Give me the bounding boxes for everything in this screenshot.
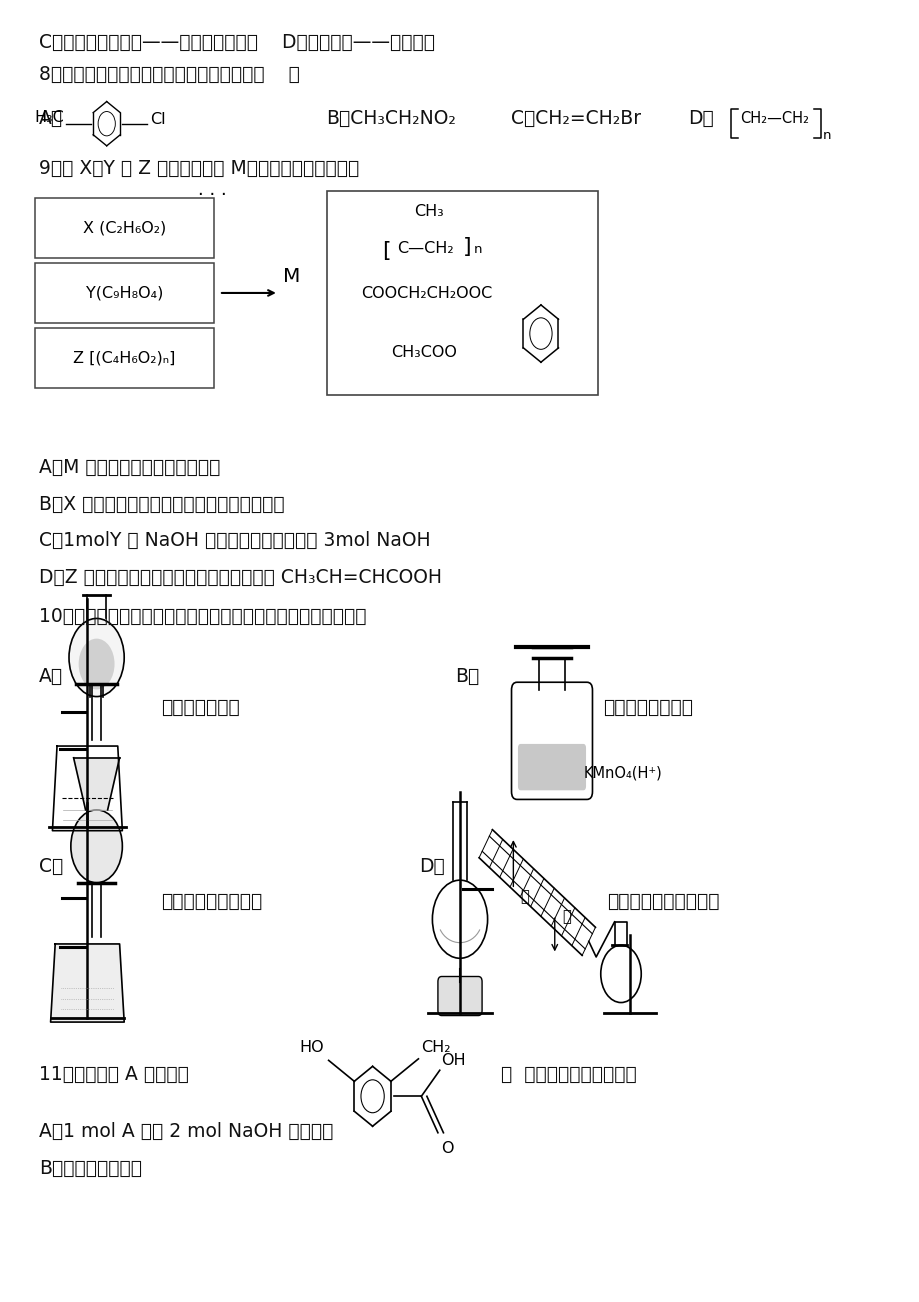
Text: D．Z 由加聚反应制得，其单体的结构简式是 CH₃CH=CHCOOH: D．Z 由加聚反应制得，其单体的结构简式是 CH₃CH=CHCOOH <box>39 568 441 587</box>
Text: Cl: Cl <box>151 112 166 126</box>
Text: D．: D． <box>687 109 713 129</box>
Circle shape <box>71 810 122 883</box>
Text: A．: A． <box>39 109 62 129</box>
Text: C．CH₂=CH₂Br: C．CH₂=CH₂Br <box>510 109 640 129</box>
Circle shape <box>600 945 641 1003</box>
Bar <box>35 328 214 388</box>
Polygon shape <box>74 758 119 810</box>
Text: H₃C: H₃C <box>35 109 64 125</box>
Text: CH₃: CH₃ <box>414 204 443 220</box>
Text: D．: D． <box>419 857 445 876</box>
Text: HO: HO <box>299 1040 323 1055</box>
Text: 分离乙醇和乙酸: 分离乙醇和乙酸 <box>161 698 240 717</box>
Text: C．: C． <box>39 857 62 876</box>
Text: M: M <box>283 267 301 286</box>
Text: Z [(C₄H₆O₂)ₙ]: Z [(C₄H₆O₂)ₙ] <box>74 350 176 366</box>
Text: COOCH₂CH₂OOC: COOCH₂CH₂OOC <box>361 286 493 302</box>
Text: Y(C₉H₈O₄): Y(C₉H₈O₄) <box>85 285 164 301</box>
Text: KMnO₄(H⁺): KMnO₄(H⁺) <box>583 766 662 781</box>
Text: [: [ <box>381 241 390 260</box>
Text: · · ·: · · · <box>198 186 226 204</box>
Bar <box>35 198 214 258</box>
Polygon shape <box>51 944 124 1022</box>
Text: ]: ] <box>462 237 471 256</box>
Text: 除去工业酒精中的甲醇: 除去工业酒精中的甲醇 <box>607 892 719 911</box>
Text: 水: 水 <box>520 889 529 905</box>
Circle shape <box>78 638 114 690</box>
Text: 水: 水 <box>562 909 571 924</box>
Circle shape <box>432 880 487 958</box>
Text: 除去溴苯中的溴单质: 除去溴苯中的溴单质 <box>161 892 262 911</box>
Bar <box>35 263 214 323</box>
Text: B．CH₃CH₂NO₂: B．CH₃CH₂NO₂ <box>326 109 456 129</box>
Text: 8、下列有机物中，不属于烃的衍生物的是（    ）: 8、下列有机物中，不属于烃的衍生物的是（ ） <box>39 65 300 85</box>
Text: 11、某有机物 A 的结构为: 11、某有机物 A 的结构为 <box>39 1065 188 1085</box>
FancyBboxPatch shape <box>517 743 585 790</box>
Bar <box>326 191 597 395</box>
Text: B．能发生加聚反应: B．能发生加聚反应 <box>39 1159 142 1178</box>
Text: O: O <box>440 1141 453 1156</box>
Text: CH₃COO: CH₃COO <box>391 345 457 361</box>
Text: C．宇航员的航天服——有机高分子材料    D．光导纤维——复合材料: C．宇航员的航天服——有机高分子材料 D．光导纤维——复合材料 <box>39 33 434 52</box>
Text: CH₂: CH₂ <box>421 1040 450 1055</box>
Text: B．X 可以由乙烯通过加成反应和取代反应制各: B．X 可以由乙烯通过加成反应和取代反应制各 <box>39 495 284 514</box>
Text: X (C₂H₆O₂): X (C₂H₆O₂) <box>83 220 166 236</box>
Text: 10、用下图所示装置及药品进行相应实验，能达到实验目的的是: 10、用下图所示装置及药品进行相应实验，能达到实验目的的是 <box>39 607 366 626</box>
Text: A．1 mol A 能跟 2 mol NaOH 溶液反应: A．1 mol A 能跟 2 mol NaOH 溶液反应 <box>39 1122 333 1142</box>
Text: 除去甲烷中的乙烯: 除去甲烷中的乙烯 <box>602 698 692 717</box>
Text: A．: A． <box>39 667 62 686</box>
Text: C—CH₂: C—CH₂ <box>397 241 454 256</box>
Text: CH₂—CH₂: CH₂—CH₂ <box>740 111 809 126</box>
Text: OH: OH <box>441 1052 466 1068</box>
Text: 9、由 X、Y 和 Z 合成缓释药物 M，下列说法不正确的是: 9、由 X、Y 和 Z 合成缓释药物 M，下列说法不正确的是 <box>39 159 358 178</box>
Text: ，  下列有关说法正确的是: ， 下列有关说法正确的是 <box>501 1065 637 1085</box>
FancyBboxPatch shape <box>511 682 592 799</box>
Text: n: n <box>473 243 482 256</box>
Circle shape <box>69 618 124 697</box>
Text: C．1molY 与 NaOH 溶液反应，最多能消耗 3mol NaOH: C．1molY 与 NaOH 溶液反应，最多能消耗 3mol NaOH <box>39 531 430 551</box>
Text: B．: B． <box>455 667 479 686</box>
Text: n: n <box>822 129 830 142</box>
FancyBboxPatch shape <box>437 976 482 1016</box>
Text: A．M 在体内能缓慢发生水解反应: A．M 在体内能缓慢发生水解反应 <box>39 458 220 478</box>
